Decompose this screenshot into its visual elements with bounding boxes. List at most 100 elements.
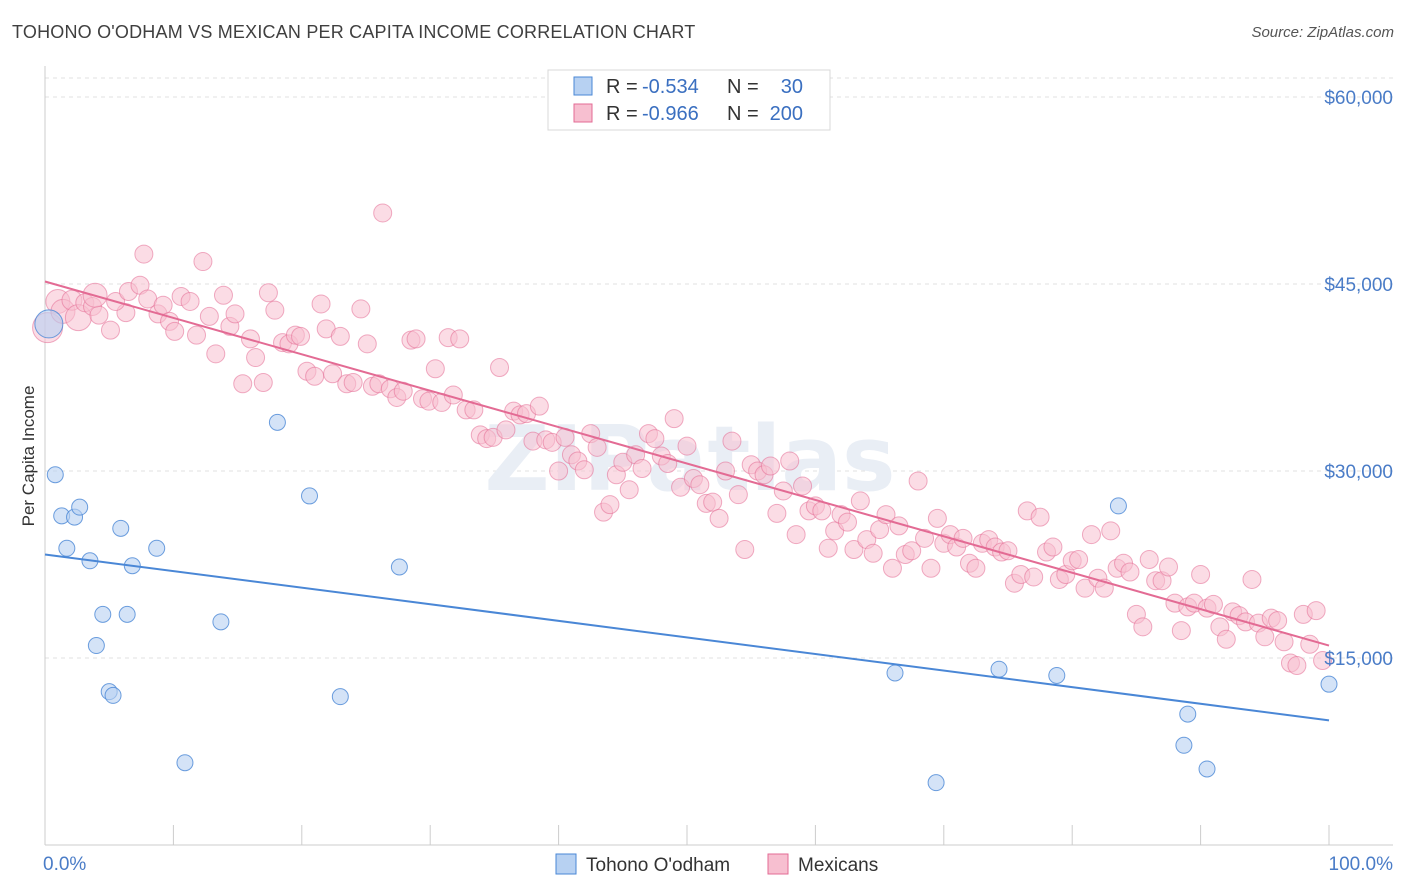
data-point-mexicans — [1255, 627, 1275, 647]
data-point-mexicans — [1242, 569, 1262, 589]
data-point-tohono — [34, 309, 64, 339]
y-tick-label: $30,000 — [1324, 462, 1393, 483]
bottom-legend: Tohono O'odham Mexicans — [555, 853, 878, 876]
data-point-mexicans — [258, 283, 278, 303]
data-point-mexicans — [709, 508, 729, 528]
data-point-tohono — [886, 664, 904, 682]
data-point-mexicans — [690, 475, 710, 495]
data-point-mexicans — [908, 471, 928, 491]
data-point-mexicans — [767, 503, 787, 523]
data-point-mexicans — [850, 491, 870, 511]
data-point-tohono — [390, 558, 408, 576]
data-point-mexicans — [574, 460, 594, 480]
legend-n-label: N = — [727, 76, 759, 98]
data-point-mexicans — [1043, 537, 1063, 557]
data-point-tohono — [1048, 666, 1066, 684]
legend-swatch — [573, 103, 593, 123]
data-point-tohono — [71, 498, 89, 516]
data-point-tohono — [1198, 760, 1216, 778]
data-point-tohono — [176, 754, 194, 772]
y-axis-title: Per Capita Income — [19, 386, 38, 527]
data-point-tohono — [1320, 675, 1338, 693]
data-point-mexicans — [1024, 567, 1044, 587]
data-point-tohono — [1179, 705, 1197, 723]
data-point-mexicans — [600, 495, 620, 515]
data-point-tohono — [58, 539, 76, 557]
legend-r-value: -0.966 — [642, 103, 699, 125]
data-point-tohono — [104, 686, 122, 704]
legend-n-value: 200 — [770, 103, 803, 125]
data-point-tohono — [148, 539, 166, 557]
data-point-mexicans — [206, 344, 226, 364]
legend: R = -0.534 N = 30 R = -0.966 N = 200 — [547, 69, 831, 131]
chart-source: Source: ZipAtlas.com — [1251, 24, 1394, 41]
y-tick-label: $60,000 — [1324, 88, 1393, 109]
data-point-mexicans — [187, 325, 207, 345]
data-point-mexicans — [180, 291, 200, 311]
legend-box — [547, 69, 831, 131]
y-tick-label: $15,000 — [1324, 649, 1393, 670]
data-point-mexicans — [760, 456, 780, 476]
data-point-mexicans — [780, 451, 800, 471]
data-point-tohono — [118, 605, 136, 623]
data-point-mexicans — [844, 540, 864, 560]
data-point-tohono — [990, 660, 1008, 678]
data-point-mexicans — [1069, 550, 1089, 570]
x-tick-label-right: 100.0% — [1329, 854, 1394, 875]
data-point-mexicans — [134, 244, 154, 264]
data-point-mexicans — [645, 429, 665, 449]
grid-lines — [45, 77, 1393, 659]
data-point-mexicans — [587, 437, 607, 457]
data-point-mexicans — [882, 558, 902, 578]
data-point-mexicans — [902, 541, 922, 561]
data-point-mexicans — [1171, 621, 1191, 641]
trend-line-mexicans — [44, 280, 1330, 647]
data-point-mexicans — [966, 558, 986, 578]
data-point-tohono — [112, 519, 130, 537]
data-point-mexicans — [1268, 611, 1288, 631]
data-point-mexicans — [373, 203, 393, 223]
data-point-mexicans — [818, 538, 838, 558]
data-point-mexicans — [330, 326, 350, 346]
bottom-legend-label: Tohono O'odham — [586, 855, 730, 876]
data-point-mexicans — [728, 485, 748, 505]
data-point-mexicans — [677, 436, 697, 456]
data-point-mexicans — [703, 492, 723, 512]
data-point-mexicans — [921, 558, 941, 578]
data-point-mexicans — [786, 525, 806, 545]
bottom-legend-swatch — [767, 853, 789, 875]
data-point-mexicans — [89, 305, 109, 325]
data-point-mexicans — [246, 348, 266, 368]
data-point-tohono — [94, 605, 112, 623]
data-point-mexicans — [716, 461, 736, 481]
data-point-mexicans — [549, 461, 569, 481]
data-point-tohono — [1175, 736, 1193, 754]
data-point-mexicans — [406, 329, 426, 349]
data-point-tohono — [46, 466, 64, 484]
data-point-tohono — [301, 487, 319, 505]
data-point-mexicans — [915, 528, 935, 548]
legend-n-label: N = — [727, 103, 759, 125]
data-point-mexicans — [1101, 521, 1121, 541]
data-point-mexicans — [1120, 562, 1140, 582]
data-point-tohono — [1109, 497, 1127, 515]
data-point-mexicans — [953, 528, 973, 548]
data-point-mexicans — [425, 359, 445, 379]
legend-r-label: R = — [606, 103, 638, 125]
trend-lines — [44, 280, 1330, 722]
data-point-mexicans — [793, 476, 813, 496]
data-point-tohono — [268, 413, 286, 431]
data-point-mexicans — [351, 299, 371, 319]
data-point-mexicans — [100, 320, 120, 340]
data-point-tohono — [87, 637, 105, 655]
data-point-mexicans — [927, 508, 947, 528]
data-point-mexicans — [863, 543, 883, 563]
series-mexicans-points — [32, 203, 1333, 675]
data-point-mexicans — [529, 396, 549, 416]
data-point-mexicans — [1216, 629, 1236, 649]
data-point-mexicans — [199, 306, 219, 326]
series-tohono-points — [34, 309, 1338, 792]
data-point-tohono — [927, 774, 945, 792]
data-point-mexicans — [193, 252, 213, 272]
